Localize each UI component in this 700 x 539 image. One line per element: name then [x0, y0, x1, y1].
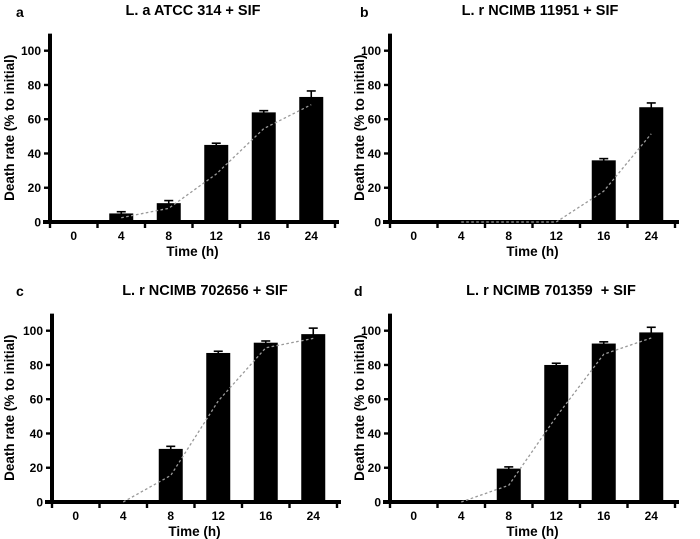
y-tick-label: 20 [28, 181, 42, 195]
y-tick-label: 0 [34, 216, 41, 230]
x-category-label: 16 [597, 229, 611, 243]
bar-12h [206, 352, 231, 502]
y-tick-label: 60 [30, 393, 44, 407]
y-tick-label: 20 [368, 181, 382, 195]
bar-24h [639, 332, 664, 502]
x-category-label: 0 [72, 509, 79, 523]
x-category-label: 0 [70, 229, 77, 243]
x-category-label: 8 [505, 229, 512, 243]
x-category-label: 12 [550, 229, 564, 243]
y-axis-title: Death rate (% to initial) [352, 55, 367, 201]
bar-chart-d: 0 20 40 60 80 100 0 4 8 12 16 24 Time (h) Death rate … [352, 313, 679, 539]
x-category-label: 16 [257, 229, 271, 243]
y-tick-label: 0 [374, 216, 381, 230]
x-category-label: 8 [167, 509, 174, 523]
bar-12h [544, 364, 569, 502]
y-tick-label: 80 [30, 358, 44, 372]
bar-8h [158, 448, 183, 502]
y-tick-label: 60 [368, 113, 382, 127]
x-category-label: 8 [165, 229, 172, 243]
panel-letter-a: a [16, 4, 24, 20]
panel-letter-d: d [354, 283, 363, 299]
x-category-label: 4 [458, 229, 465, 243]
x-category-label: 0 [410, 229, 417, 243]
bar-chart-a: 0 20 40 60 80 100 0 4 8 12 16 24 Time (h) Death rate … [2, 33, 339, 259]
panel-c: c L. r NCIMB 702656 + SIF 0 20 40 60 80 100 0 4… [0, 270, 350, 539]
y-tick-label: 100 [23, 324, 43, 338]
x-category-label: 24 [645, 509, 659, 523]
x-category-label: 24 [645, 229, 659, 243]
y-tick-label: 40 [368, 147, 382, 161]
y-tick-label: 80 [368, 78, 382, 92]
y-tick-label: 20 [368, 461, 382, 475]
x-axis-title: Time (h) [168, 524, 220, 539]
bar-8h [156, 203, 181, 222]
x-category-label: 16 [597, 509, 611, 523]
y-tick-label: 20 [30, 461, 44, 475]
x-category-label: 24 [305, 229, 319, 243]
y-axis-title: Death rate (% to initial) [2, 335, 17, 481]
bar-24h [299, 96, 324, 222]
panel-title-c: L. r NCIMB 702656 + SIF [122, 283, 288, 299]
y-axis-title: Death rate (% to initial) [2, 55, 17, 201]
y-axis-title: Death rate (% to initial) [352, 335, 367, 481]
panel-d: d L. r NCIMB 701359 + SIF 0 20 40 60 80 100 0 4… [350, 270, 700, 539]
y-tick-label: 60 [368, 393, 382, 407]
panel-title-d: L. r NCIMB 701359 + SIF [466, 283, 636, 299]
y-tick-label: 100 [21, 44, 41, 58]
y-tick-label: 60 [28, 113, 42, 127]
x-category-label: 12 [212, 509, 226, 523]
y-tick-label: 0 [374, 496, 381, 510]
bar-chart-b: 0 20 40 60 80 100 0 4 8 12 16 24 Time (h) Death rate … [352, 33, 679, 259]
x-axis-title: Time (h) [506, 524, 558, 539]
x-category-label: 4 [118, 229, 125, 243]
y-tick-label: 80 [368, 358, 382, 372]
bar-12h [204, 144, 229, 222]
bar-24h [301, 334, 326, 502]
x-category-label: 16 [259, 509, 273, 523]
panel-a: a L. a ATCC 314 + SIF 0 20 40 60 80 100 0 4 8 12 1… [0, 0, 350, 270]
y-tick-label: 40 [368, 427, 382, 441]
bar-16h [253, 342, 278, 502]
y-tick-label: 100 [361, 44, 381, 58]
panel-title-a: L. a ATCC 314 + SIF [125, 3, 261, 19]
x-category-label: 24 [307, 509, 321, 523]
trendline-moving-average [121, 104, 312, 219]
panel-letter-c: c [16, 283, 24, 299]
x-category-label: 12 [210, 229, 224, 243]
x-category-label: 4 [458, 509, 465, 523]
bar-16h [251, 112, 276, 222]
bar-24h [639, 107, 664, 222]
x-axis-title: Time (h) [506, 244, 558, 259]
panel-title-b: L. r NCIMB 11951 + SIF [461, 3, 619, 19]
trendline-moving-average [122, 337, 314, 503]
y-tick-label: 0 [36, 496, 43, 510]
x-category-label: 4 [120, 509, 127, 523]
y-tick-label: 100 [361, 324, 381, 338]
bar-chart-c: 0 20 40 60 80 100 0 4 8 12 16 24 Time (h) Death rate … [2, 313, 341, 539]
x-category-label: 0 [410, 509, 417, 523]
trendline-moving-average [461, 133, 652, 223]
panel-letter-b: b [360, 4, 369, 20]
x-category-label: 12 [550, 509, 564, 523]
y-tick-label: 40 [28, 147, 42, 161]
panel-b: b L. r NCIMB 11951 + SIF 0 20 40 60 80 100 0 4 8… [350, 0, 700, 270]
x-category-label: 8 [505, 509, 512, 523]
bar-16h [591, 343, 616, 502]
x-axis-title: Time (h) [166, 244, 218, 259]
y-tick-label: 40 [30, 427, 44, 441]
y-tick-label: 80 [28, 78, 42, 92]
